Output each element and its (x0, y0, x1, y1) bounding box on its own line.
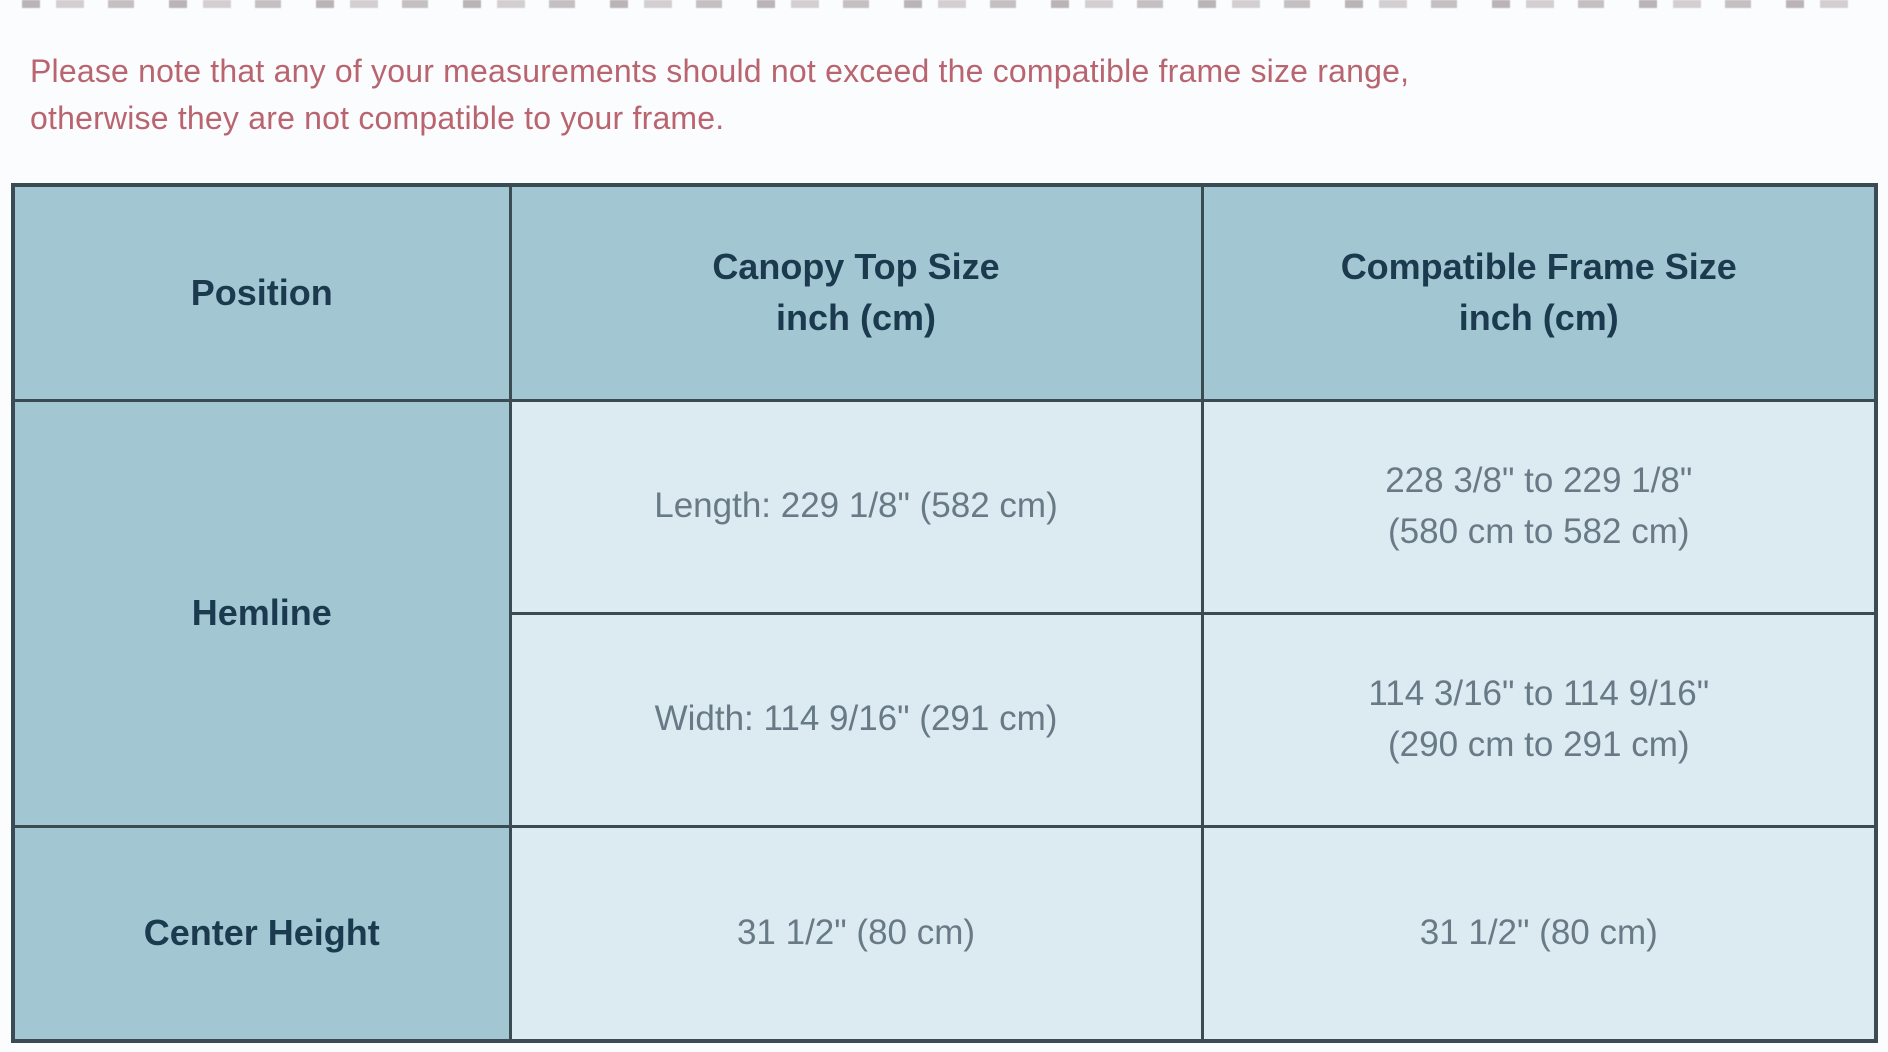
hemline-length-frame-range: 228 3/8" to 229 1/8" (1385, 460, 1693, 500)
center-height-label: Center Height (143, 912, 380, 954)
cropped-text-remnant (22, 0, 1852, 8)
column-header-position: Position (11, 183, 512, 402)
column-header-compatible-frame-size: Compatible Frame Size inch (cm) (1200, 183, 1878, 402)
compatibility-note: Please note that any of your measurement… (30, 53, 1410, 137)
canopy-header-title: Canopy Top Size (712, 246, 1000, 288)
column-header-position-label: Position (190, 271, 333, 313)
center-height-frame-value: 31 1/2" (80 cm) (1419, 912, 1658, 952)
frame-header-title: Compatible Frame Size (1340, 246, 1737, 288)
cell-hemline-width-frame: 114 3/16" to 114 9/16" (290 cm to 291 cm… (1200, 611, 1878, 828)
size-chart-table: Position Canopy Top Size inch (cm) Compa… (11, 183, 1878, 1043)
table-header-row: Position Canopy Top Size inch (cm) Compa… (11, 183, 1878, 402)
column-header-canopy-top-size: Canopy Top Size inch (cm) (508, 183, 1204, 402)
center-height-canopy-value: 31 1/2" (80 cm) (736, 912, 976, 952)
table-row-hemline-width: Width: 114 9/16" (291 cm) 114 3/16" to 1… (13, 611, 1878, 828)
hemline-width-canopy-value: Width: 114 9/16" (291 cm) (654, 699, 1058, 739)
cell-hemline-length-frame: 228 3/8" to 229 1/8" (580 cm to 582 cm) (1200, 398, 1878, 615)
table-row-center-height: Center Height 31 1/2" (80 cm) 31 1/2" (8… (11, 824, 1878, 1043)
cell-hemline-width-canopy: Width: 114 9/16" (291 cm) (508, 611, 1204, 828)
canopy-header-unit: inch (cm) (775, 296, 936, 338)
row-label-hemline: Hemline (11, 398, 512, 828)
cell-hemline-length-canopy: Length: 229 1/8" (582 cm) (508, 398, 1204, 615)
cell-center-height-canopy: 31 1/2" (80 cm) (508, 824, 1204, 1043)
hemline-label: Hemline (191, 592, 332, 633)
table-row-hemline-length: Hemline Length: 229 1/8" (582 cm) 228 3/… (11, 398, 1878, 828)
row-label-center-height: Center Height (11, 824, 512, 1043)
hemline-length-frame-range-cm: (580 cm to 582 cm) (1388, 511, 1690, 551)
hemline-width-frame-range-cm: (290 cm to 291 cm) (1388, 724, 1690, 764)
cell-center-height-frame: 31 1/2" (80 cm) (1200, 824, 1878, 1043)
frame-header-unit: inch (cm) (1458, 296, 1619, 338)
hemline-width-frame-range: 114 3/16" to 114 9/16" (1368, 673, 1710, 713)
hemline-length-canopy-value: Length: 229 1/8" (582 cm) (654, 486, 1058, 526)
